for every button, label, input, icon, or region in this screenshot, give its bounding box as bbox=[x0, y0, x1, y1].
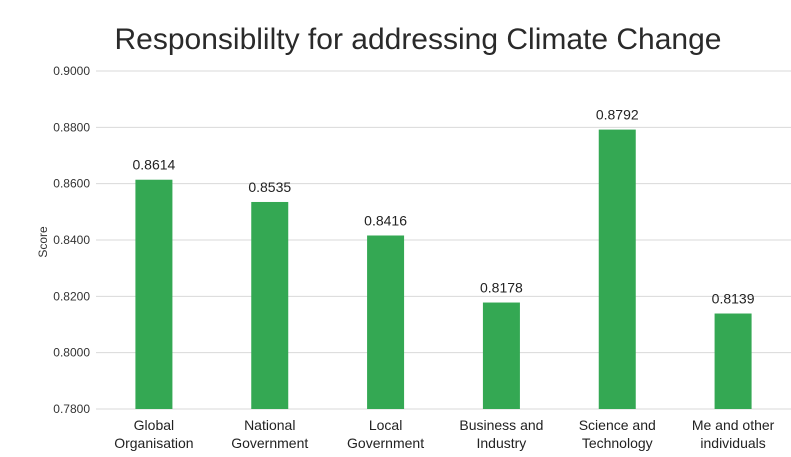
data-label: 0.8792 bbox=[596, 107, 639, 123]
y-tick-label: 0.8000 bbox=[53, 346, 90, 360]
y-tick-label: 0.8400 bbox=[53, 233, 90, 247]
chart-title: Responsiblilty for addressing Climate Ch… bbox=[115, 23, 722, 56]
x-tick-label: individuals bbox=[700, 435, 765, 451]
x-tick-label: National bbox=[244, 417, 295, 433]
y-tick-label: 0.8200 bbox=[53, 289, 90, 303]
bar bbox=[251, 201, 289, 409]
x-tick-label: Industry bbox=[477, 435, 527, 451]
y-axis-label: Score bbox=[36, 226, 50, 258]
x-tick-label: Science and bbox=[579, 417, 656, 433]
x-tick-label: Organisation bbox=[114, 435, 193, 451]
bar bbox=[482, 302, 520, 409]
data-label: 0.8535 bbox=[248, 179, 291, 195]
data-label: 0.8614 bbox=[133, 157, 176, 173]
x-tick-label: Business and bbox=[459, 417, 543, 433]
y-tick-label: 0.8600 bbox=[53, 177, 90, 191]
bars bbox=[135, 129, 752, 409]
data-labels: 0.8614 0.8535 0.8416 0.8178 0.8792 0.8139 bbox=[133, 107, 755, 307]
y-tick-label: 0.7800 bbox=[53, 402, 90, 416]
y-tick-label: 0.9000 bbox=[53, 64, 90, 78]
data-label: 0.8139 bbox=[712, 291, 755, 307]
x-tick-label: Me and other bbox=[692, 417, 775, 433]
gridlines bbox=[96, 70, 791, 410]
bar bbox=[367, 235, 405, 409]
x-tick-label: Government bbox=[347, 435, 424, 451]
y-axis-ticks: 0.7800 0.8000 0.8200 0.8400 0.8600 0.8800 0.90… bbox=[53, 64, 90, 416]
x-tick-label: Technology bbox=[582, 435, 653, 451]
data-label: 0.8178 bbox=[480, 280, 523, 296]
x-tick-label: Government bbox=[231, 435, 308, 451]
bar bbox=[598, 129, 636, 409]
x-tick-label: Global bbox=[134, 417, 174, 433]
bar bbox=[135, 179, 173, 409]
data-label: 0.8416 bbox=[364, 212, 407, 228]
bar bbox=[714, 313, 752, 409]
x-tick-label: Local bbox=[369, 417, 402, 433]
x-axis-ticks: Global Organisation National Government Loca… bbox=[114, 417, 774, 451]
y-tick-label: 0.8800 bbox=[53, 120, 90, 134]
